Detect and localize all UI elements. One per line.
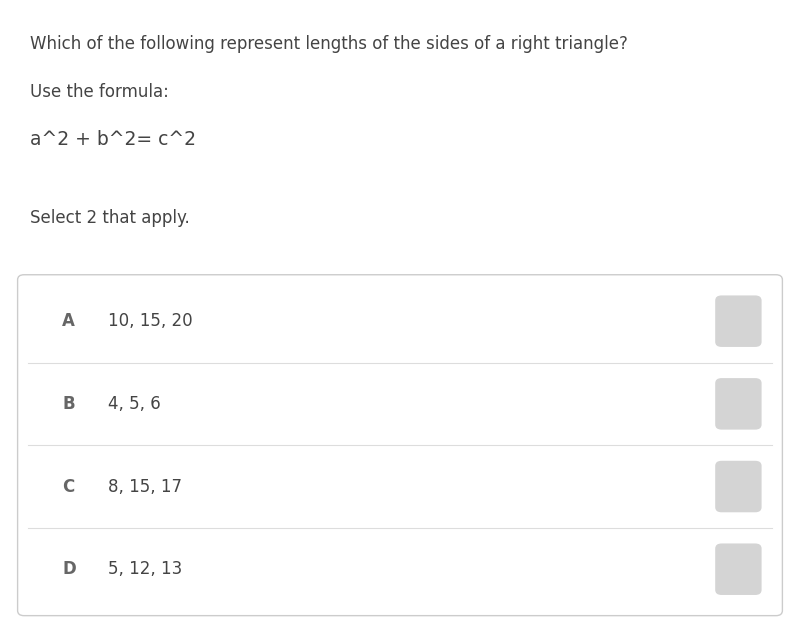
Text: Select 2 that apply.: Select 2 that apply. [30,209,190,226]
Text: 10, 15, 20: 10, 15, 20 [108,312,193,330]
FancyBboxPatch shape [18,275,782,616]
Text: Which of the following represent lengths of the sides of a right triangle?: Which of the following represent lengths… [30,35,628,53]
Text: a^2 + b^2= c^2: a^2 + b^2= c^2 [30,130,197,149]
FancyBboxPatch shape [715,460,762,512]
Text: 8, 15, 17: 8, 15, 17 [108,478,182,495]
Text: 4, 5, 6: 4, 5, 6 [108,395,161,413]
Text: C: C [62,478,74,495]
FancyBboxPatch shape [715,543,762,595]
Text: A: A [62,312,75,330]
Text: B: B [62,395,75,413]
Text: D: D [62,560,76,578]
Text: Use the formula:: Use the formula: [30,83,170,100]
FancyBboxPatch shape [715,378,762,430]
Text: 5, 12, 13: 5, 12, 13 [108,560,182,578]
FancyBboxPatch shape [715,295,762,347]
